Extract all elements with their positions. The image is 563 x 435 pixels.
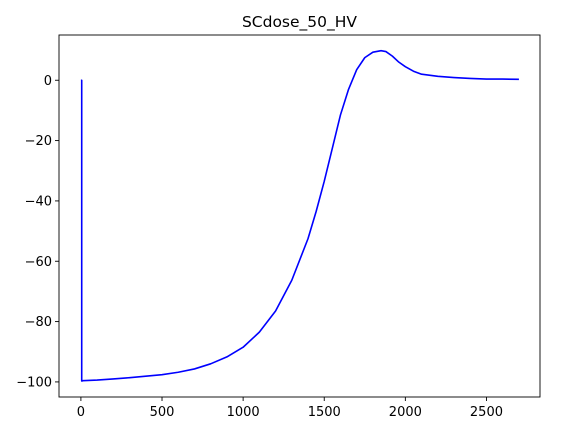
y-tick-label: −20 — [25, 134, 52, 149]
x-tick-label: 1000 — [227, 405, 260, 420]
x-tick-label: 500 — [150, 405, 175, 420]
y-tick-label: −100 — [16, 375, 52, 390]
y-axis: 0 −20 −40 −60 −80 −100 — [16, 74, 59, 390]
y-tick-label: −60 — [25, 255, 52, 270]
x-tick-label: 2000 — [389, 405, 422, 420]
axes-frame — [58, 34, 541, 398]
x-tick-label: 2500 — [470, 405, 503, 420]
series-line-0 — [80, 49, 519, 382]
y-tick-label: −80 — [25, 315, 52, 330]
y-tick-label: −40 — [25, 194, 52, 209]
chart-title: SCdose_50_HV — [242, 13, 357, 32]
x-axis: 0 500 1000 1500 2000 2500 — [77, 397, 503, 420]
plot-area — [58, 34, 541, 398]
x-tick-label: 1500 — [308, 405, 341, 420]
x-tick-label: 0 — [77, 405, 85, 420]
y-tick-label: 0 — [44, 74, 52, 89]
